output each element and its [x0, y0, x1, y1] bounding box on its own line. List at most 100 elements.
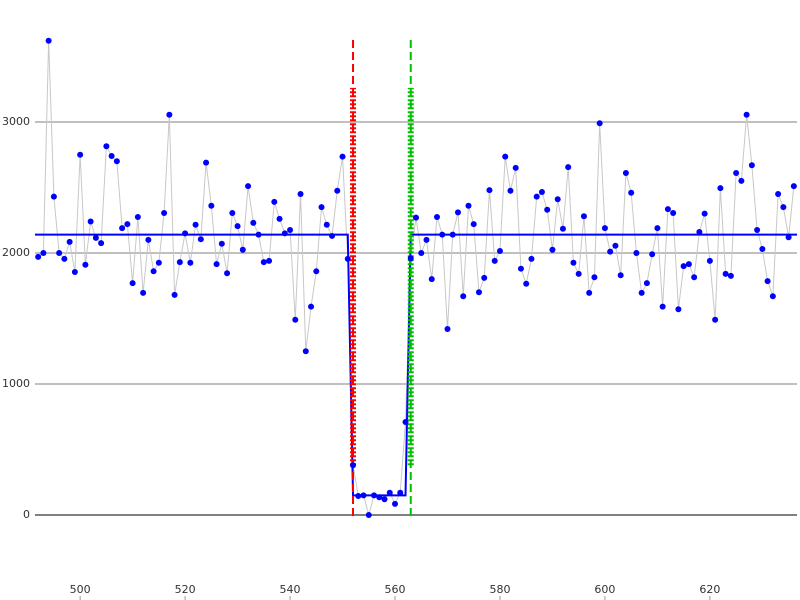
data-point — [371, 492, 378, 499]
y-tick-label: 1000 — [2, 377, 30, 390]
data-point — [271, 198, 278, 205]
data-point — [292, 316, 299, 323]
data-point — [596, 120, 603, 127]
data-point — [780, 204, 787, 211]
data-point — [512, 164, 519, 171]
data-point — [733, 170, 740, 177]
data-point — [433, 213, 440, 220]
data-point — [77, 151, 84, 158]
data-point — [150, 268, 157, 275]
data-point — [350, 462, 357, 469]
data-point — [580, 213, 587, 220]
data-point — [628, 189, 635, 196]
data-point — [691, 274, 698, 281]
data-point — [775, 191, 782, 198]
data-point — [250, 219, 257, 226]
data-point — [617, 272, 624, 279]
x-tick-label: 600 — [594, 583, 615, 596]
data-point — [281, 230, 288, 237]
data-point — [675, 306, 682, 313]
x-tick-label: 540 — [280, 583, 301, 596]
data-point — [297, 191, 304, 198]
data-point — [92, 234, 99, 241]
data-point — [523, 280, 530, 287]
data-point — [129, 280, 136, 287]
y-tick-label: 2000 — [2, 246, 30, 259]
data-point — [50, 193, 57, 200]
data-point — [234, 223, 241, 230]
data-point — [748, 162, 755, 169]
data-point — [769, 293, 776, 300]
data-point — [454, 209, 461, 216]
data-point — [696, 229, 703, 236]
data-point — [82, 261, 89, 268]
data-point — [717, 185, 724, 192]
data-point — [360, 492, 367, 499]
data-point — [444, 325, 451, 332]
data-point — [790, 183, 797, 190]
data-point — [428, 276, 435, 283]
data-point — [706, 257, 713, 264]
data-line — [37, 40, 795, 517]
data-point — [738, 177, 745, 184]
data-point — [266, 257, 273, 264]
data-point — [344, 255, 351, 262]
x-tick-label: 500 — [70, 583, 91, 596]
data-point — [224, 270, 231, 277]
data-point — [486, 187, 493, 194]
data-point — [559, 225, 566, 232]
data-point — [40, 249, 47, 256]
data-point — [166, 111, 173, 118]
data-point — [113, 158, 120, 165]
data-point — [245, 183, 252, 190]
data-point — [517, 265, 524, 272]
data-point — [591, 274, 598, 281]
data-point — [460, 293, 467, 300]
data-point — [45, 37, 52, 44]
data-point — [155, 259, 162, 266]
data-point — [171, 291, 178, 298]
data-point — [208, 202, 215, 209]
data-point — [407, 255, 414, 262]
data-point — [538, 189, 545, 196]
data-point — [302, 348, 309, 355]
data-point — [423, 236, 430, 243]
data-point — [575, 270, 582, 277]
data-point — [229, 210, 236, 217]
data-point — [638, 289, 645, 296]
data-point — [659, 303, 666, 310]
data-point — [413, 214, 419, 221]
data-point — [470, 221, 477, 228]
data-point — [722, 270, 729, 277]
data-point — [56, 249, 63, 256]
data-point — [35, 253, 42, 260]
data-point — [533, 193, 540, 200]
data-point — [764, 278, 771, 285]
data-point — [643, 280, 650, 287]
data-point — [397, 489, 404, 496]
data-point — [119, 225, 126, 232]
data-point — [108, 153, 115, 160]
data-point — [365, 511, 372, 518]
data-point — [255, 231, 262, 238]
data-point — [376, 494, 383, 501]
data-point — [727, 272, 734, 279]
x-tick-label: 560 — [385, 583, 406, 596]
data-point — [570, 259, 577, 266]
data-point — [481, 274, 488, 281]
data-point — [197, 236, 204, 243]
data-point — [124, 221, 131, 228]
data-point — [71, 268, 78, 275]
data-point — [61, 255, 68, 262]
data-point — [759, 246, 766, 253]
data-point — [685, 261, 692, 268]
y-tick-label: 0 — [23, 508, 30, 521]
data-point — [449, 231, 456, 238]
data-point — [276, 215, 283, 222]
data-point — [565, 164, 572, 171]
data-point — [622, 170, 629, 177]
data-point — [313, 268, 320, 275]
data-point — [381, 496, 388, 503]
data-point — [355, 492, 362, 499]
data-point — [187, 259, 194, 266]
